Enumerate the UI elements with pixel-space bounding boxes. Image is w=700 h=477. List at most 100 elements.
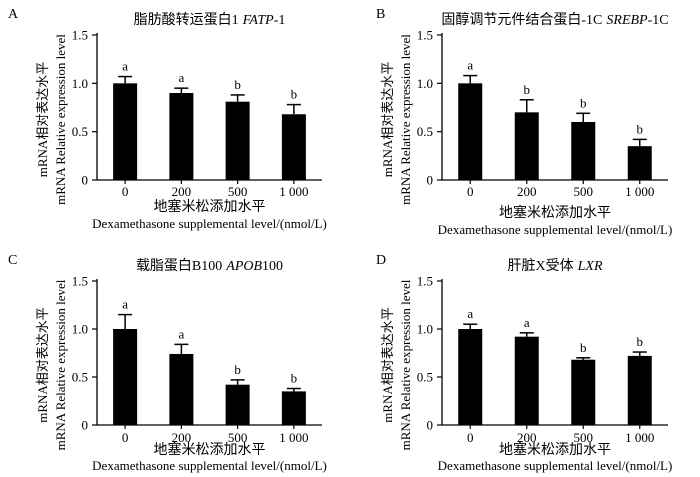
chart-title-cn: 固醇调节元件结合蛋白-1C	[441, 11, 602, 28]
y-axis-label-en: mRNA Relative expression level	[53, 34, 68, 205]
bar	[225, 384, 250, 425]
panel-label: C	[8, 253, 17, 268]
significance-letter: a	[122, 297, 128, 312]
x-tick-label: 500	[574, 430, 594, 445]
y-tick-label: 0.5	[417, 370, 433, 385]
y-tick-label: 1.5	[417, 274, 433, 289]
chart-title: 载脂蛋白B100 APOB100	[136, 258, 283, 274]
x-tick-label: 500	[228, 184, 248, 199]
significance-letter: a	[467, 306, 473, 321]
bar	[514, 112, 539, 180]
panel-b: B 固醇调节元件结合蛋白-1C SREBP-1C mRNA相对表达水平 mRNA Rel…	[376, 7, 672, 237]
chart-title-suffix: -1C	[648, 13, 669, 28]
y-axis-label-en: mRNA Relative expression level	[398, 34, 413, 205]
x-tick-label: 200	[172, 184, 192, 199]
x-axis-label-cn: 地塞米松添加水平	[499, 441, 611, 458]
significance-letter: a	[467, 58, 473, 73]
x-tick-label: 200	[172, 430, 192, 445]
x-axis-label-en: Dexamethasone supplemental level/(nmol/L…	[92, 458, 327, 473]
panel-label: B	[376, 7, 385, 22]
significance-letter: b	[637, 121, 644, 136]
significance-letter: b	[291, 371, 298, 386]
y-tick-label: 1.5	[72, 274, 88, 289]
y-tick-label: 0.5	[72, 370, 88, 385]
y-tick-label: 1.0	[417, 76, 433, 91]
chart-title: 脂肪酸转运蛋白1 FATP-1	[134, 12, 286, 28]
chart-title-cn: 载脂蛋白B100	[136, 258, 222, 274]
y-tick-label: 0.5	[72, 124, 88, 139]
y-tick-label: 1.0	[72, 322, 88, 337]
x-tick-label: 1 000	[625, 184, 654, 199]
panel-a: A 脂肪酸转运蛋白1 FATP-1 mRNA相对表达水平 mRNA Relative e…	[8, 7, 327, 231]
significance-letter: b	[291, 87, 298, 102]
bar	[225, 101, 250, 180]
y-tick-label: 0	[82, 173, 89, 188]
bar	[627, 146, 652, 180]
x-tick-label: 0	[467, 184, 474, 199]
panel-d: D 肝脏X受体 LXR mRNA相对表达水平 mRNA Relative express…	[376, 253, 672, 473]
bar	[458, 329, 483, 425]
x-axis-label-en: Dexamethasone supplemental level/(nmol/L…	[438, 458, 673, 473]
bar	[281, 391, 306, 425]
y-axis-label-en: mRNA Relative expression level	[398, 279, 413, 450]
x-tick-label: 500	[574, 184, 594, 199]
chart-title-gene: APOB	[225, 259, 262, 274]
significance-letter: b	[234, 362, 241, 377]
y-tick-label: 0.5	[417, 124, 433, 139]
x-axis-label-en: Dexamethasone supplemental level/(nmol/L…	[438, 222, 673, 237]
x-tick-label: 500	[228, 430, 248, 445]
significance-letter: a	[524, 315, 530, 330]
chart-title-cn: 肝脏X受体	[507, 258, 573, 274]
x-tick-label: 0	[467, 430, 474, 445]
x-tick-label: 0	[122, 184, 129, 199]
x-axis-label-en: Dexamethasone supplemental level/(nmol/L…	[92, 216, 327, 231]
significance-letter: b	[580, 95, 587, 110]
y-tick-label: 0	[427, 173, 434, 188]
x-tick-label: 200	[517, 184, 537, 199]
bar	[571, 359, 596, 425]
significance-letter: a	[178, 70, 184, 85]
y-axis-label-cn: mRNA相对表达水平	[380, 62, 395, 178]
significance-letter: a	[178, 326, 184, 341]
panel-label: D	[376, 253, 386, 268]
x-tick-label: 0	[122, 430, 129, 445]
panel-c: C 载脂蛋白B100 APOB100 mRNA相对表达水平 mRNA Relative …	[8, 253, 327, 473]
x-axis-label-cn: 地塞米松添加水平	[154, 198, 266, 215]
x-axis-label-cn: 地塞米松添加水平	[154, 441, 266, 458]
chart-title-gene: SREBP	[606, 13, 648, 28]
x-axis-label-cn: 地塞米松添加水平	[499, 204, 611, 221]
chart-title-gene: FATP	[242, 13, 275, 28]
bar	[113, 329, 138, 425]
y-tick-label: 1.0	[72, 76, 88, 91]
bar	[627, 355, 652, 425]
y-tick-label: 0	[427, 418, 434, 433]
panel-label: A	[8, 7, 19, 22]
significance-letter: b	[524, 82, 531, 97]
bar	[458, 83, 483, 180]
significance-letter: a	[122, 59, 128, 74]
y-axis-label-cn: mRNA相对表达水平	[380, 307, 395, 423]
y-axis-label-cn: mRNA相对表达水平	[35, 307, 50, 423]
bar	[113, 83, 138, 180]
bar	[281, 114, 306, 180]
bar	[514, 336, 539, 425]
y-axis-label-en: mRNA Relative expression level	[53, 279, 68, 450]
significance-letter: b	[234, 77, 241, 92]
bar	[169, 353, 194, 425]
chart-title-cn: 脂肪酸转运蛋白1	[134, 12, 239, 28]
bar	[169, 93, 194, 180]
x-tick-label: 200	[517, 430, 537, 445]
y-tick-label: 1.5	[72, 28, 88, 43]
y-tick-label: 1.5	[417, 28, 433, 43]
chart-title-suffix: -1	[274, 13, 286, 28]
x-tick-label: 1 000	[279, 430, 308, 445]
chart-title-gene: LXR	[577, 259, 603, 274]
y-axis-label-cn: mRNA相对表达水平	[35, 62, 50, 178]
x-tick-label: 1 000	[279, 184, 308, 199]
x-tick-label: 1 000	[625, 430, 654, 445]
chart-title: 固醇调节元件结合蛋白-1C SREBP-1C	[441, 11, 668, 28]
y-tick-label: 1.0	[417, 322, 433, 337]
significance-letter: b	[637, 334, 644, 349]
significance-letter: b	[580, 340, 587, 355]
